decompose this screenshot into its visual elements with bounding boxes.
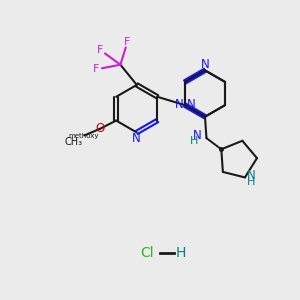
Text: H: H (247, 177, 256, 187)
Text: N: N (132, 132, 140, 145)
Text: H: H (190, 136, 198, 146)
Text: Cl: Cl (140, 245, 154, 260)
Text: N: N (187, 98, 196, 111)
Text: F: F (93, 64, 99, 74)
Text: F: F (124, 37, 131, 47)
Text: N: N (201, 58, 210, 71)
Text: N: N (193, 129, 202, 142)
Text: methoxy: methoxy (68, 133, 99, 139)
Text: N: N (247, 169, 256, 182)
Text: F: F (97, 45, 103, 55)
Text: CH₃: CH₃ (65, 137, 83, 147)
Text: H: H (175, 245, 185, 260)
Text: N: N (175, 98, 183, 111)
Text: O: O (95, 122, 104, 135)
